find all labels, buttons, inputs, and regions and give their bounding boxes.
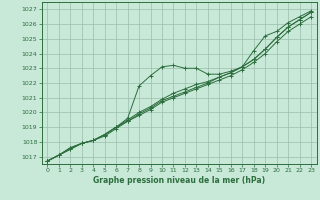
X-axis label: Graphe pression niveau de la mer (hPa): Graphe pression niveau de la mer (hPa) xyxy=(93,176,265,185)
